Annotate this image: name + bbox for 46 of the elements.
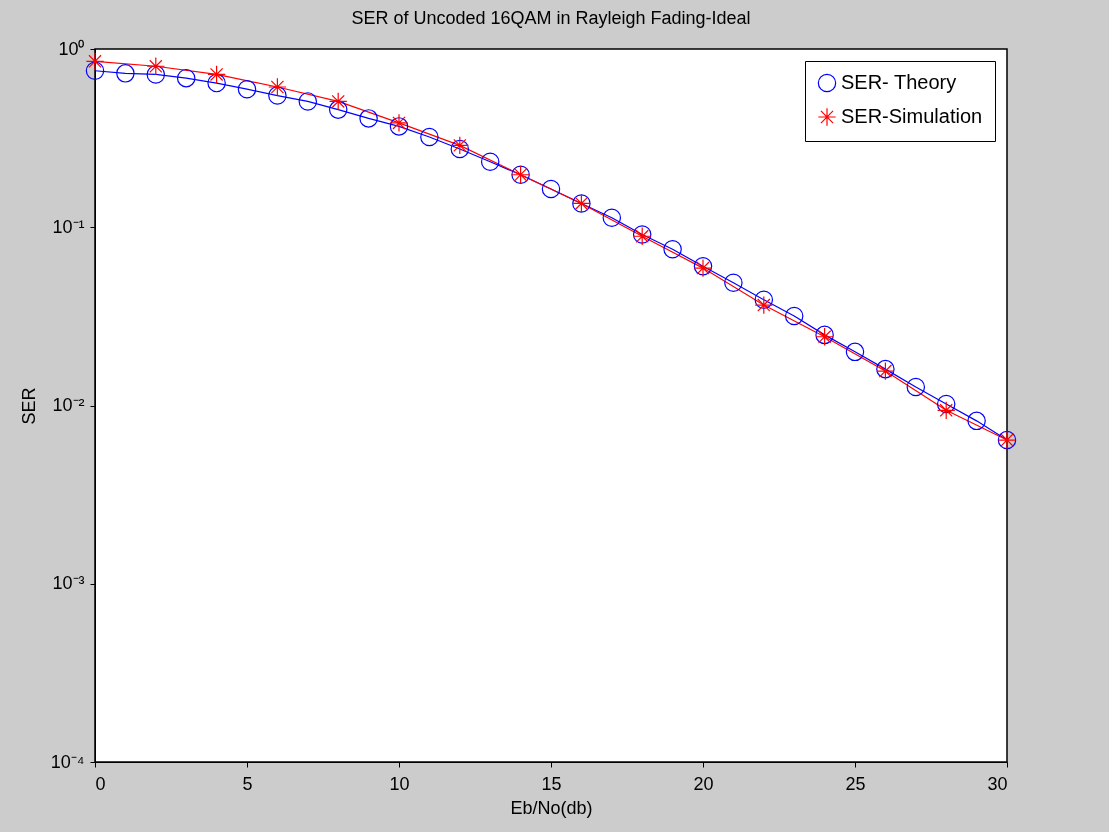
y-tick-label: 10⁻¹ (52, 216, 85, 237)
point (146, 65, 166, 84)
point (480, 152, 500, 172)
point (268, 86, 287, 105)
y-tick-label: 10⁰ (58, 38, 85, 59)
x-tick-label: 25 (845, 773, 866, 794)
legend-label: SER- Theory (841, 71, 957, 93)
y-axis-title: SER (18, 387, 39, 425)
point (146, 57, 166, 76)
point (328, 92, 348, 111)
legend-label: SER-Simulation (841, 105, 983, 127)
x-tick-label: 20 (693, 773, 714, 794)
point (176, 68, 196, 88)
y-tick-label: 10⁻⁴ (50, 751, 85, 772)
point (237, 79, 257, 99)
point (328, 100, 348, 119)
point (906, 377, 926, 397)
x-tick-label: 10 (389, 773, 410, 794)
x-tick-label: 15 (541, 773, 562, 794)
point (116, 64, 135, 83)
point (541, 179, 561, 199)
point (724, 273, 743, 293)
y-tick-label: 10⁻³ (52, 573, 85, 594)
point (420, 127, 439, 147)
point (85, 52, 105, 71)
point (207, 73, 226, 93)
point (936, 394, 956, 414)
point (268, 77, 287, 97)
x-tick-label: 30 (987, 773, 1008, 794)
chart-title: SER of Uncoded 16QAM in Rayleigh Fading-Ideal (351, 8, 751, 28)
x-tick-label: 5 (242, 773, 253, 794)
point (967, 411, 986, 431)
point (663, 240, 682, 259)
x-tick-label: 0 (95, 773, 106, 794)
point (754, 290, 774, 309)
point (784, 306, 804, 326)
point (602, 208, 622, 228)
point (298, 92, 318, 111)
point (845, 342, 865, 362)
point (359, 109, 378, 128)
y-tick-label: 10⁻² (52, 395, 85, 415)
point (936, 401, 956, 420)
point (85, 61, 105, 80)
x-axis-title: Eb/No(db) (510, 797, 593, 818)
point (754, 295, 774, 315)
point (207, 65, 226, 84)
